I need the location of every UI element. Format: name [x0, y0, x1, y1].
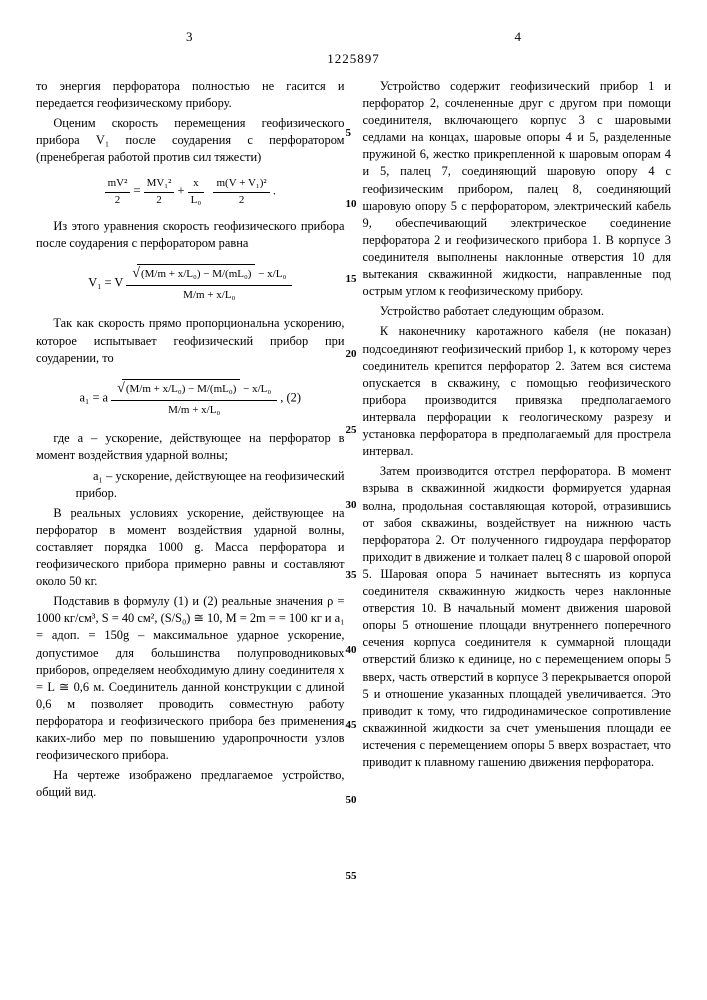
eq-den: M/m + x/L₀	[111, 401, 277, 420]
line-num: 10	[346, 197, 357, 212]
para: Из этого уравнения скорость геофизическо…	[36, 218, 345, 252]
para: то энергия перфоратора полностью не гаси…	[36, 78, 345, 112]
eq-den: M/m + x/L₀	[126, 286, 292, 305]
eq-text: − x/L₀	[240, 383, 271, 395]
para: Так как скорость прямо пропорциональна у…	[36, 315, 345, 366]
para: К наконечнику каротажного кабеля (не пок…	[363, 323, 672, 460]
where-a: где a – ускорение, действующее на перфор…	[36, 430, 345, 464]
eq-text: a₁ = a	[80, 390, 109, 404]
para: В реальных условиях ускорение, действующ…	[36, 505, 345, 591]
eq-den: 2	[213, 193, 269, 208]
two-column-layout: то энергия перфоратора полностью не гаси…	[36, 78, 671, 805]
eq-text: V₁ = V	[88, 276, 123, 290]
equation-v1: V₁ = V (M/m + x/L₀) − M/(mL₀) − x/L₀ M/m…	[36, 262, 345, 305]
para: Устройство содержит геофизический прибор…	[363, 78, 672, 300]
page-num-right: 4	[515, 28, 522, 46]
right-column: Устройство содержит геофизический прибор…	[363, 78, 672, 805]
line-num: 5	[346, 126, 357, 141]
where-a1: a₁ – ускорение, действующее на геофизиче…	[36, 468, 345, 502]
line-numbers: 5 10 15 20 25 30 35 40 45 50 55	[346, 78, 357, 884]
line-num: 55	[346, 869, 357, 884]
line-num: 50	[346, 793, 357, 808]
eq-num: m(V + V₁)²	[213, 176, 269, 192]
para: На чертеже изображено предлагаемое устро…	[36, 767, 345, 801]
eq-text: − x/L₀	[255, 268, 286, 280]
line-num: 45	[346, 718, 357, 733]
eq-num: x	[188, 176, 205, 192]
eq-num: MV₁²	[144, 176, 175, 192]
para: Оценим скорость перемещения геофизическо…	[36, 115, 345, 166]
line-num: 35	[346, 568, 357, 583]
line-num: 25	[346, 423, 357, 438]
line-num: 30	[346, 498, 357, 513]
equation-1: mV²2 = MV₁²2 + xL₀ m(V + V₁)²2 .	[36, 176, 345, 207]
para: Подставив в формулу (1) и (2) реальные з…	[36, 593, 345, 764]
line-num: 15	[346, 272, 357, 287]
line-num: 40	[346, 643, 357, 658]
para: Устройство работает следующим образом.	[363, 303, 672, 320]
left-column: то энергия перфоратора полностью не гаси…	[36, 78, 345, 805]
eq-tag: , (2)	[280, 390, 301, 404]
eq-den: 2	[144, 193, 175, 208]
eq-sqrt: (M/m + x/L₀) − M/(mL₀)	[122, 379, 241, 397]
eq-den: 2	[105, 193, 131, 208]
eq-text: .	[273, 184, 276, 198]
eq-num: mV²	[105, 176, 131, 192]
patent-number: 1225897	[36, 50, 671, 68]
equation-2: a₁ = a (M/m + x/L₀) − M/(mL₀) − x/L₀ M/m…	[36, 377, 345, 420]
eq-den: L₀	[188, 193, 205, 208]
line-num: 20	[346, 347, 357, 362]
eq-sqrt: (M/m + x/L₀) − M/(mL₀)	[137, 264, 256, 282]
para: Затем производится отстрел перфоратора. …	[363, 463, 672, 771]
page-num-left: 3	[186, 28, 193, 46]
